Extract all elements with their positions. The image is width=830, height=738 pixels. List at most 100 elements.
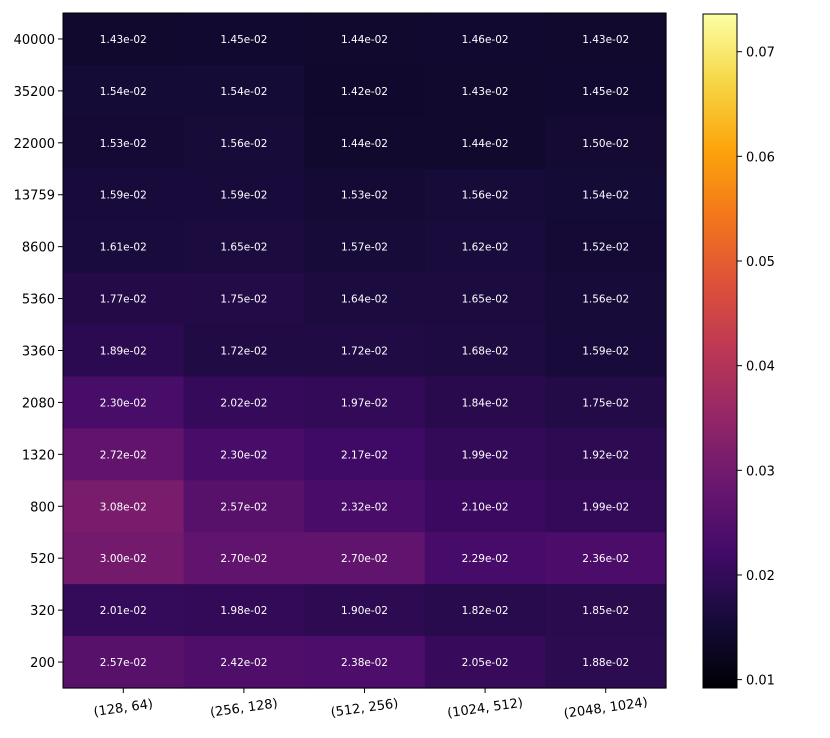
- heatmap-cell: [183, 168, 305, 222]
- cell-value-label: 1.72e-02: [341, 346, 388, 358]
- heatmap-cell: [63, 532, 185, 585]
- heatmap-cell: [304, 480, 426, 533]
- colorbar-gradient: [702, 13, 738, 689]
- cell-value-label: 1.72e-02: [220, 346, 267, 358]
- y-tick-label: 320: [30, 604, 55, 619]
- cell-value-label: 3.08e-02: [100, 501, 147, 513]
- cell-value-label: 2.57e-02: [220, 501, 267, 513]
- heatmap-cell: [424, 584, 546, 637]
- y-tick-label: 800: [30, 500, 55, 515]
- heatmap-cell: [63, 480, 185, 533]
- cell-value-label: 1.50e-02: [582, 138, 629, 150]
- heatmap-cell: [424, 480, 546, 533]
- y-tick-label: 35200: [14, 85, 55, 100]
- cell-value-label: 1.44e-02: [341, 138, 388, 150]
- heatmap-cell: [183, 636, 305, 689]
- heatmap-cell: [545, 13, 667, 66]
- cell-value-label: 1.65e-02: [220, 242, 267, 254]
- heatmap-cell: [424, 13, 546, 66]
- y-tick-label: 520: [30, 552, 55, 567]
- cell-value-label: 1.59e-02: [100, 190, 147, 202]
- cell-value-label: 1.84e-02: [462, 397, 509, 409]
- heatmap-cell: [183, 13, 305, 66]
- heatmap-cell: [304, 168, 426, 222]
- cell-value-label: 1.59e-02: [220, 190, 267, 202]
- cell-value-label: 1.68e-02: [462, 346, 509, 358]
- cell-value-label: 2.42e-02: [220, 657, 267, 669]
- cell-value-label: 1.44e-02: [341, 34, 388, 46]
- heatmap-cell: [183, 64, 305, 118]
- cell-value-label: 2.02e-02: [220, 397, 267, 409]
- cell-value-label: 2.29e-02: [462, 553, 509, 565]
- cell-value-label: 1.61e-02: [100, 242, 147, 254]
- heatmap-cell: [424, 168, 546, 222]
- cell-value-label: 2.38e-02: [341, 657, 388, 669]
- colorbar-tick-label: 0.05: [746, 255, 775, 270]
- cell-value-label: 2.01e-02: [100, 605, 147, 617]
- y-tick-label: 40000: [14, 33, 55, 48]
- heatmap-cell: [63, 428, 185, 481]
- cell-value-label: 1.89e-02: [100, 346, 147, 358]
- heatmap-cell: [545, 116, 667, 170]
- heatmap-cell: [545, 532, 667, 585]
- cell-value-label: 2.10e-02: [462, 501, 509, 513]
- y-tick-label: 3360: [22, 345, 55, 360]
- cell-value-label: 1.64e-02: [341, 294, 388, 306]
- y-axis: 40000 35200 22000 13759 8600 5360 3360 2080 1320…: [14, 33, 63, 671]
- cell-value-label: 1.82e-02: [462, 605, 509, 617]
- heatmap-cell: [63, 116, 185, 170]
- heatmap-cell: [63, 636, 185, 689]
- heatmap-cell: [63, 584, 185, 637]
- heatmap-cell: [304, 272, 426, 326]
- cell-value-label: 1.88e-02: [582, 657, 629, 669]
- cell-value-label: 1.54e-02: [582, 190, 629, 202]
- heatmap-cell: [304, 428, 426, 481]
- heatmap-cell: [63, 376, 185, 429]
- cell-value-label: 1.99e-02: [462, 449, 509, 461]
- colorbar: 0.01 0.02 0.03 0.04 0.05 0.06 0.07: [702, 13, 775, 689]
- cell-value-label: 1.52e-02: [582, 242, 629, 254]
- cell-value-label: 1.90e-02: [341, 605, 388, 617]
- cell-value-label: 1.43e-02: [100, 34, 147, 46]
- heatmap-cell: [424, 64, 546, 118]
- cell-value-label: 1.53e-02: [100, 138, 147, 150]
- cell-value-label: 1.85e-02: [582, 605, 629, 617]
- cell-value-label: 1.62e-02: [462, 242, 509, 254]
- colorbar-tick-label: 0.07: [746, 46, 775, 61]
- heatmap-cell: [304, 636, 426, 689]
- cell-value-label: 2.36e-02: [582, 553, 629, 565]
- heatmap-cell: [545, 220, 667, 274]
- heatmap-cell: [545, 428, 667, 481]
- heatmap-cell: [304, 376, 426, 429]
- y-tick-label: 200: [30, 656, 55, 671]
- cell-value-label: 2.70e-02: [220, 553, 267, 565]
- x-tick-label: (2048, 1024): [563, 695, 649, 722]
- x-tick-label: (512, 256): [330, 696, 399, 720]
- cell-value-label: 1.77e-02: [100, 294, 147, 306]
- heatmap-cell: [545, 324, 667, 378]
- heatmap-cell: [424, 376, 546, 429]
- cell-value-label: 1.98e-02: [220, 605, 267, 617]
- cell-value-label: 1.92e-02: [582, 449, 629, 461]
- heatmap-cell: [545, 376, 667, 429]
- heatmap-cell: [63, 64, 185, 118]
- heatmap-cell: [545, 272, 667, 326]
- cell-value-label: 1.59e-02: [582, 346, 629, 358]
- cell-value-label: 1.46e-02: [462, 34, 509, 46]
- cell-value-label: 1.43e-02: [462, 86, 509, 98]
- colorbar-tick-label: 0.03: [746, 464, 775, 479]
- cell-value-label: 2.57e-02: [100, 657, 147, 669]
- heatmap-cell: [183, 584, 305, 637]
- y-tick-label: 2080: [22, 396, 55, 411]
- colorbar-tick-label: 0.01: [746, 674, 775, 689]
- heatmap-cell: [424, 220, 546, 274]
- y-tick-label: 5360: [22, 293, 55, 308]
- cell-value-label: 1.99e-02: [582, 501, 629, 513]
- heatmap-cell: [63, 272, 185, 326]
- heatmap-cell: [183, 480, 305, 533]
- cell-value-label: 3.00e-02: [100, 553, 147, 565]
- cell-value-label: 2.30e-02: [220, 449, 267, 461]
- cell-value-label: 2.70e-02: [341, 553, 388, 565]
- heatmap-cell: [545, 584, 667, 637]
